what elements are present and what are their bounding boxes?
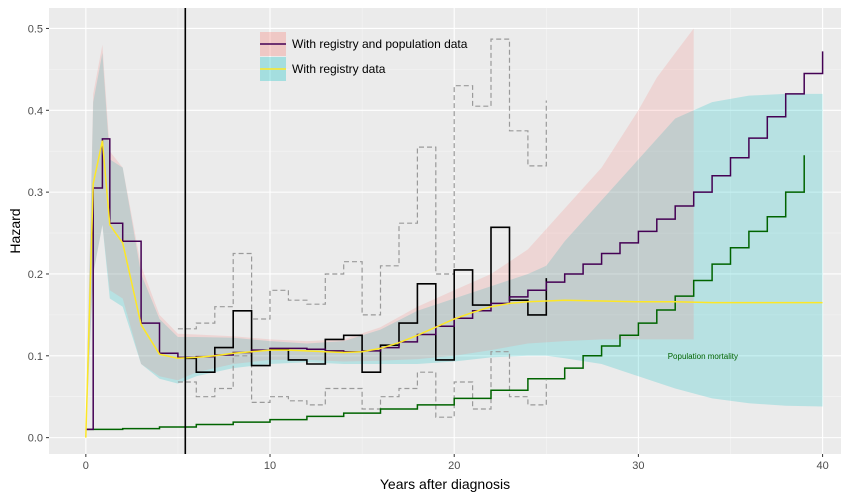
x-tick-label: 40 [816,460,828,472]
y-tick-label: 0.4 [28,105,43,117]
observed-hazard [177,38,548,418]
confidence-bands [85,28,823,438]
y-tick-label: 0.0 [28,433,43,445]
grid-lines [49,8,841,454]
registry-population-band [85,28,694,434]
x-axis-title: Years after diagnosis [380,476,510,492]
observed-lower-ci-line [177,351,547,418]
plot-panel [49,8,841,454]
registry-band [85,53,823,438]
legend: With registry and population data With r… [260,32,468,81]
y-tick-label: 0.2 [28,269,43,281]
x-tick-label: 0 [83,460,89,472]
y-tick-label: 0.5 [28,23,43,35]
registry-population-line [85,51,824,431]
observed-hazard-line [185,226,548,373]
population-mortality-line [85,155,805,431]
registry-line [85,140,823,438]
hazard-lines [85,51,824,438]
y-axis-ticks: 0.0 0.1 0.2 0.3 0.4 0.5 [28,23,49,445]
legend-label-registry-population: With registry and population data [292,37,468,51]
x-axis-ticks: 0 10 20 30 40 [83,454,829,472]
y-tick-label: 0.1 [28,351,43,363]
population-mortality-label: Population mortality [668,352,738,361]
legend-label-registry: With registry data [292,62,386,76]
x-tick-label: 30 [632,460,644,472]
y-tick-label: 0.3 [28,187,43,199]
x-tick-label: 20 [448,460,460,472]
x-tick-label: 10 [264,460,276,472]
y-axis-title: Hazard [7,208,23,253]
